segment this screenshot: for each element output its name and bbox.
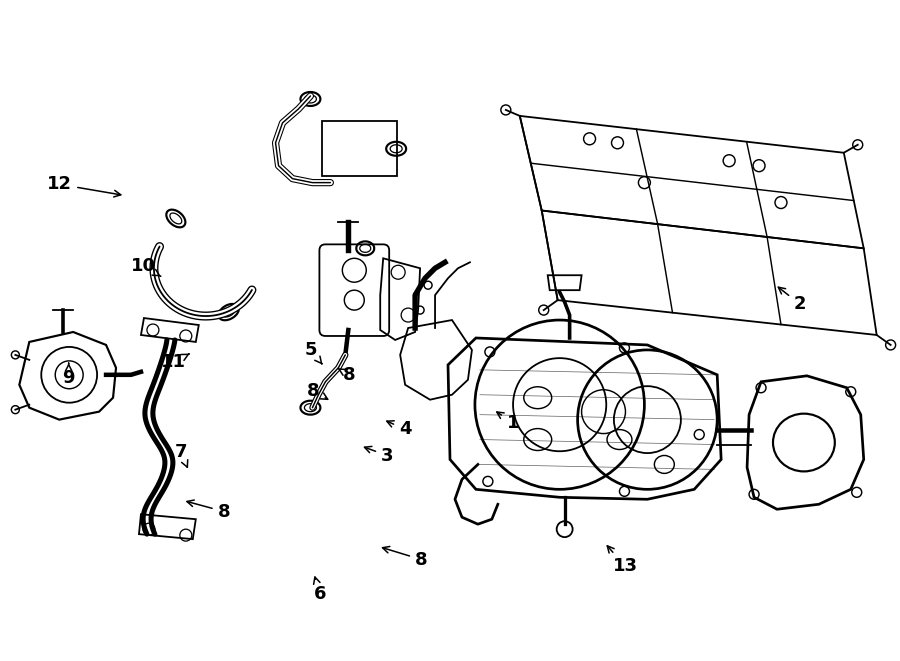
Text: 8: 8 (187, 500, 230, 520)
Text: 2: 2 (778, 287, 806, 313)
Text: 8: 8 (307, 382, 328, 400)
Text: 6: 6 (313, 577, 326, 603)
Text: 4: 4 (387, 420, 411, 438)
Text: 10: 10 (130, 257, 161, 276)
Text: 7: 7 (175, 444, 188, 467)
Text: 13: 13 (608, 546, 637, 575)
Text: 3: 3 (364, 446, 393, 465)
Text: 12: 12 (47, 175, 121, 197)
Text: 9: 9 (62, 364, 75, 387)
Text: 8: 8 (338, 366, 356, 384)
Text: 8: 8 (382, 547, 428, 568)
Text: 5: 5 (305, 341, 322, 364)
Text: 1: 1 (497, 412, 519, 432)
Text: 11: 11 (161, 353, 189, 371)
